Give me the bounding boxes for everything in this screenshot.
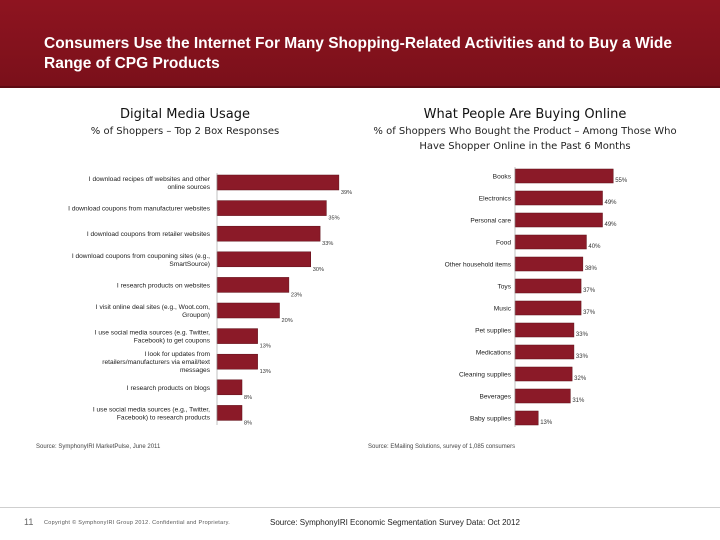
category-label: I research products on websites	[117, 282, 211, 289]
value-label: 32%	[574, 376, 587, 382]
page-number: 11	[24, 517, 34, 527]
value-label: 30%	[313, 267, 324, 273]
value-label: 13%	[260, 344, 271, 350]
value-label: 13%	[260, 369, 271, 375]
bar	[514, 366, 573, 382]
bar	[216, 200, 327, 216]
right-source-note: Source: EMailing Solutions, survey of 1,…	[368, 444, 516, 450]
bar	[514, 300, 582, 316]
value-label: 49%	[605, 222, 618, 228]
bar	[216, 328, 258, 344]
category-label: Other household items	[445, 262, 512, 269]
value-label: 49%	[605, 200, 618, 206]
category-label: I use social media sources (e.g., Twitte…	[93, 406, 210, 413]
value-label: 37%	[583, 310, 596, 316]
bar	[514, 190, 603, 206]
category-label: Baby supplies	[470, 416, 512, 423]
category-label: online sources	[167, 184, 210, 191]
value-label: 8%	[244, 420, 252, 426]
bar	[514, 410, 539, 426]
value-label: 35%	[328, 216, 339, 222]
category-label: Facebook) to get coupons	[134, 338, 211, 345]
bar	[216, 379, 243, 396]
footer-source-note: Source: SymphonyIRI Economic Segmentatio…	[270, 518, 520, 527]
title-banner	[0, 0, 720, 88]
category-label: retailers/manufacturers via email/text	[102, 359, 210, 366]
value-label: 31%	[572, 398, 585, 404]
category-label: I research products on blogs	[127, 385, 211, 392]
category-label: I download coupons from retailer website…	[87, 231, 211, 238]
bar	[216, 302, 280, 319]
bar	[216, 174, 340, 191]
right-chart-subtitle: % of Shoppers Who Bought the Product – A…	[373, 126, 677, 152]
buying-online-chart: Books 55% Electronics 49% Personal care 49% Fo…	[445, 167, 628, 427]
bar	[216, 405, 243, 421]
digital-media-usage-chart: I download recipes off websites and othe…	[68, 173, 352, 426]
category-label: Medications	[476, 350, 512, 357]
category-label: Cleaning supplies	[459, 372, 512, 379]
category-label: I download coupons from manufacturer web…	[68, 206, 211, 213]
category-label: Beverages	[479, 394, 511, 401]
category-label: Facebook) to research products	[117, 414, 211, 421]
value-label: 37%	[583, 288, 596, 294]
bar	[514, 212, 603, 228]
category-label: SmartSource)	[169, 261, 210, 268]
category-label: I download recipes off websites and othe…	[89, 176, 211, 183]
category-label: Personal care	[470, 218, 511, 225]
category-label: I use social media sources (e.g. Twitter…	[95, 330, 210, 337]
bar	[514, 278, 582, 294]
value-label: 33%	[576, 332, 589, 338]
value-label: 39%	[341, 190, 352, 196]
category-label: I download coupons from couponing sites …	[72, 253, 210, 260]
left-chart-subtitle: % of Shoppers – Top 2 Box Responses	[90, 126, 280, 137]
value-label: 33%	[576, 354, 589, 360]
category-label: Toys	[497, 284, 511, 291]
value-label: 55%	[615, 178, 628, 184]
title-banner-rule	[0, 86, 720, 88]
bar	[514, 388, 571, 404]
category-label: Food	[496, 240, 511, 247]
category-label: I look for updates from	[144, 351, 210, 358]
footer-divider	[0, 507, 720, 508]
value-label: 33%	[322, 241, 333, 247]
copyright-notice: Copyright © SymphonyIRI Group 2012. Conf…	[44, 520, 231, 526]
category-label: I visit online deal sites (e.g., Woot.co…	[96, 304, 210, 311]
value-label: 8%	[244, 395, 252, 401]
category-label: Electronics	[479, 196, 512, 203]
value-label: 38%	[585, 266, 598, 272]
bar	[514, 344, 575, 360]
category-label: Pet supplies	[475, 328, 512, 335]
bar	[514, 234, 587, 250]
value-label: 20%	[282, 318, 293, 324]
category-label: messages	[180, 367, 211, 374]
category-label: Music	[494, 306, 512, 313]
bar	[514, 256, 584, 272]
bar	[514, 168, 614, 184]
left-source-note: Source: SymphonyIRI MarketPulse, June 20…	[36, 444, 161, 450]
value-label: 23%	[291, 292, 302, 298]
bar	[216, 353, 258, 370]
category-label: Books	[493, 174, 512, 181]
bar	[216, 225, 321, 242]
value-label: 40%	[588, 244, 601, 250]
left-chart-title: Digital Media Usage	[120, 107, 250, 122]
category-label: Groupon)	[182, 312, 210, 319]
value-label: 13%	[540, 420, 553, 426]
bar	[216, 277, 290, 293]
bar	[514, 322, 575, 338]
bar	[216, 251, 311, 268]
right-chart-title: What People Are Buying Online	[423, 107, 627, 122]
slide-title: Consumers Use the Internet For Many Shop…	[44, 35, 672, 72]
